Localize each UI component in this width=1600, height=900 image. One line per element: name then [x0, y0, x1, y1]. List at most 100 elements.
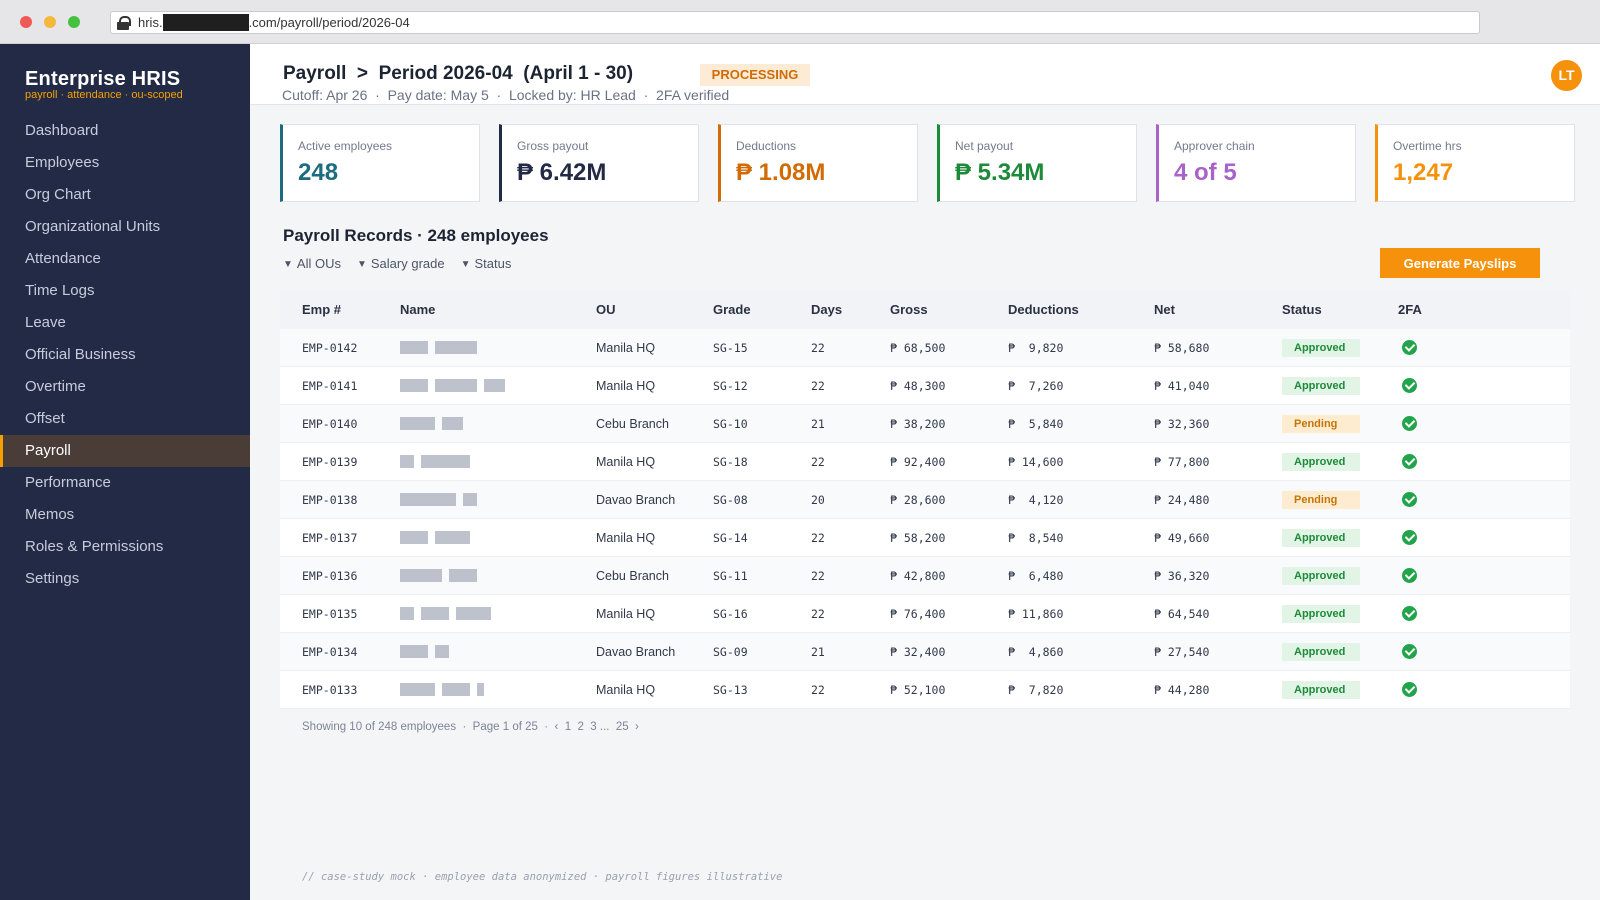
sidebar-item-leave[interactable]: Leave: [25, 314, 66, 331]
status-badge: Approved: [1282, 566, 1360, 585]
column-header-ou[interactable]: OU: [596, 302, 616, 317]
twofa-cell: [1398, 671, 1417, 708]
sidebar-item-offset[interactable]: Offset: [25, 410, 65, 427]
status-badge: Approved: [1282, 452, 1360, 471]
sidebar-item-dashboard[interactable]: Dashboard: [25, 122, 99, 139]
sidebar-item-overtime[interactable]: Overtime: [25, 378, 86, 395]
status-cell: Pending: [1282, 481, 1360, 518]
kpi-card-overtime-hrs: Overtime hrs 1,247: [1375, 124, 1575, 202]
column-header-days[interactable]: Days: [811, 302, 843, 317]
filter-all-ous[interactable]: All OUs: [283, 256, 341, 271]
employee-id: EMP-0134: [302, 644, 358, 659]
sidebar-item-payroll[interactable]: Payroll: [0, 435, 250, 467]
status-cell: Approved: [1282, 671, 1360, 708]
sidebar-item-org-chart[interactable]: Org Chart: [25, 186, 91, 203]
twofa-cell: [1398, 557, 1417, 594]
days-worked: 22: [811, 530, 825, 545]
kpi-value: 4 of 5: [1174, 159, 1237, 186]
column-header-2fa[interactable]: 2FA: [1398, 302, 1422, 317]
days-worked: 22: [811, 606, 825, 621]
table-row[interactable]: EMP-0139 Manila HQ SG-18 22 ₱ 92,400 ₱ 14,600…: [280, 443, 1570, 481]
net-amount: ₱ 24,480: [1154, 492, 1210, 507]
column-header-net[interactable]: Net: [1154, 302, 1175, 317]
user-avatar[interactable]: LT: [1551, 60, 1582, 91]
org-unit: Manila HQ: [596, 530, 656, 545]
status-badge: Approved: [1282, 604, 1360, 623]
check-circle-icon: [1402, 644, 1417, 659]
table-row[interactable]: EMP-0136 Cebu Branch SG-11 22 ₱ 42,800 ₱ 6,48…: [280, 557, 1570, 595]
maximize-window-button[interactable]: [68, 16, 80, 28]
sidebar-item-employees[interactable]: Employees: [25, 154, 100, 171]
footnote: // case-study mock · employee data anony…: [302, 871, 783, 883]
deductions-amount: ₱ 5,840: [1008, 416, 1064, 431]
minimize-window-button[interactable]: [44, 16, 56, 28]
table-row[interactable]: EMP-0142 Manila HQ SG-15 22 ₱ 68,500 ₱ 9,820 ₱…: [280, 329, 1570, 367]
kpi-label: Deductions: [736, 139, 797, 153]
check-circle-icon: [1402, 416, 1417, 431]
column-header-name[interactable]: Name: [400, 302, 436, 317]
gross-amount: ₱ 42,800: [890, 568, 946, 583]
gross-amount: ₱ 28,600: [890, 492, 946, 507]
net-amount: ₱ 32,360: [1154, 416, 1210, 431]
table-row[interactable]: EMP-0133 Manila HQ SG-13 22 ₱ 52,100 ₱ 7,820 ₱…: [280, 671, 1570, 709]
status-badge: Approved: [1282, 376, 1360, 395]
sidebar-nav: Dashboard Employees Org Chart Organizationa…: [0, 115, 250, 595]
employee-name-redacted: [400, 367, 512, 404]
twofa-cell: [1398, 481, 1417, 518]
deductions-amount: ₱ 4,120: [1008, 492, 1064, 507]
sidebar-item-roles-permissions[interactable]: Roles & Permissions: [25, 538, 164, 555]
check-circle-icon: [1402, 454, 1417, 469]
period-status-badge: PROCESSING: [700, 64, 810, 86]
brand-subtitle: payroll · attendance · ou-scoped: [25, 89, 183, 101]
gross-amount: ₱ 52,100: [890, 682, 946, 697]
close-window-button[interactable]: [20, 16, 32, 28]
address-bar[interactable]: hris. .com/payroll/period/2026-04: [110, 11, 1480, 34]
column-header-deductions[interactable]: Deductions: [1008, 302, 1079, 317]
check-circle-icon: [1402, 568, 1417, 583]
status-badge: Approved: [1282, 528, 1360, 547]
column-header-emp[interactable]: Emp #: [302, 302, 342, 317]
filter-salary-grade[interactable]: Salary grade: [357, 256, 445, 271]
redacted-name-block: [400, 569, 442, 582]
pagination[interactable]: Showing 10 of 248 employees · Page 1 of …: [302, 721, 639, 733]
redacted-name-block: [477, 683, 484, 696]
column-header-status[interactable]: Status: [1282, 302, 1322, 317]
kpi-value: ₱ 5.34M: [955, 159, 1045, 186]
column-header-gross[interactable]: Gross: [890, 302, 928, 317]
redacted-name-block: [400, 341, 428, 354]
table-row[interactable]: EMP-0138 Davao Branch SG-08 20 ₱ 28,600 ₱ 4,1…: [280, 481, 1570, 519]
kpi-card-net-payout: Net payout ₱ 5.34M: [937, 124, 1137, 202]
employee-id: EMP-0142: [302, 340, 358, 355]
sidebar-item-official-business[interactable]: Official Business: [25, 346, 136, 363]
filter-status[interactable]: Status: [461, 256, 512, 271]
browser-chrome: hris. .com/payroll/period/2026-04: [0, 0, 1600, 44]
employee-id: EMP-0139: [302, 454, 358, 469]
salary-grade: SG-11: [713, 568, 748, 583]
table-row[interactable]: EMP-0135 Manila HQ SG-16 22 ₱ 76,400 ₱ 11,860…: [280, 595, 1570, 633]
table-row[interactable]: EMP-0140 Cebu Branch SG-10 21 ₱ 38,200 ₱ 5,84…: [280, 405, 1570, 443]
redacted-name-block: [435, 379, 477, 392]
employee-name-redacted: [400, 481, 484, 518]
sidebar-item-performance[interactable]: Performance: [25, 474, 111, 491]
redacted-name-block: [484, 379, 505, 392]
sidebar-item-settings[interactable]: Settings: [25, 570, 80, 587]
kpi-card-approver-chain: Approver chain 4 of 5: [1156, 124, 1356, 202]
org-unit: Manila HQ: [596, 378, 656, 393]
gross-amount: ₱ 92,400: [890, 454, 946, 469]
net-amount: ₱ 44,280: [1154, 682, 1210, 697]
sidebar-item-time-logs[interactable]: Time Logs: [25, 282, 95, 299]
org-unit: Cebu Branch: [596, 416, 669, 431]
generate-payslips-button[interactable]: Generate Payslips: [1380, 248, 1540, 278]
table-row[interactable]: EMP-0134 Davao Branch SG-09 21 ₱ 32,400 ₱ 4,8…: [280, 633, 1570, 671]
days-worked: 21: [811, 644, 825, 659]
check-circle-icon: [1402, 530, 1417, 545]
table-row[interactable]: EMP-0137 Manila HQ SG-14 22 ₱ 58,200 ₱ 8,540 ₱…: [280, 519, 1570, 557]
deductions-amount: ₱ 7,260: [1008, 378, 1064, 393]
sidebar-item-memos[interactable]: Memos: [25, 506, 75, 523]
sidebar-item-attendance[interactable]: Attendance: [25, 250, 101, 267]
column-header-grade[interactable]: Grade: [713, 302, 751, 317]
sidebar-item-organizational-units[interactable]: Organizational Units: [25, 218, 161, 235]
redacted-name-block: [400, 417, 435, 430]
gross-amount: ₱ 76,400: [890, 606, 946, 621]
table-row[interactable]: EMP-0141 Manila HQ SG-12 22 ₱ 48,300 ₱ 7,260 ₱…: [280, 367, 1570, 405]
